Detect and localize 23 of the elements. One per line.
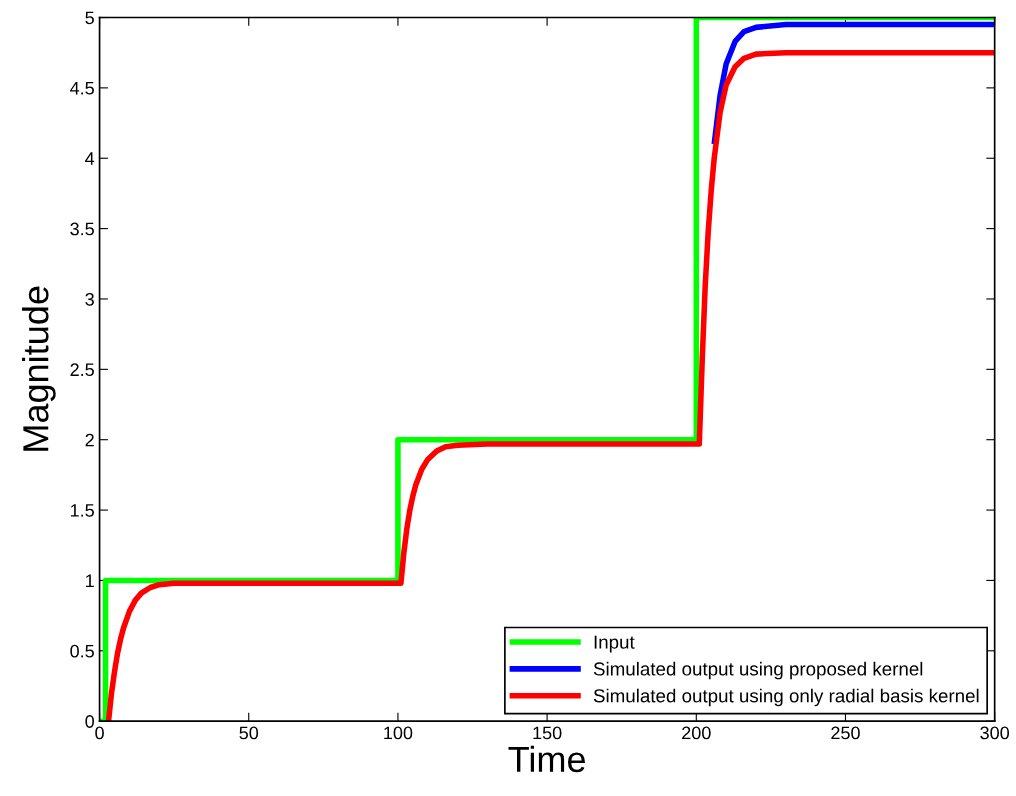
y-tick-label: 1.5 [70, 504, 94, 517]
legend-label: Simulated output using proposed kernel [593, 661, 923, 680]
y-tick-label: 2 [85, 433, 94, 447]
x-axis-title: Time [508, 745, 585, 773]
y-tick-label: 5 [85, 11, 94, 25]
x-tick-label: 300 [980, 726, 1010, 740]
y-tick-label: 0 [85, 715, 94, 728]
x-tick-label: 200 [682, 726, 711, 740]
legend-label: Input [594, 635, 635, 653]
y-tick-label: 3 [85, 292, 94, 306]
y-tick-label: 4.5 [70, 82, 94, 95]
x-tick-label: 150 [533, 726, 562, 740]
x-tick-label: 100 [384, 726, 413, 740]
y-tick-label: 1 [86, 574, 94, 587]
y-tick-label: 3.5 [70, 222, 94, 236]
y-tick-label: 4 [85, 152, 95, 165]
x-tick-label: 250 [831, 726, 860, 740]
y-axis-title: Magnitude [22, 286, 56, 451]
x-tick-label: 0 [95, 726, 104, 740]
x-tick-label: 50 [239, 726, 259, 740]
legend-label: Simulated output using only radial basis kernel [593, 688, 979, 707]
y-tick-label: 2.5 [70, 363, 94, 377]
y-tick-label: 0.5 [70, 644, 94, 658]
